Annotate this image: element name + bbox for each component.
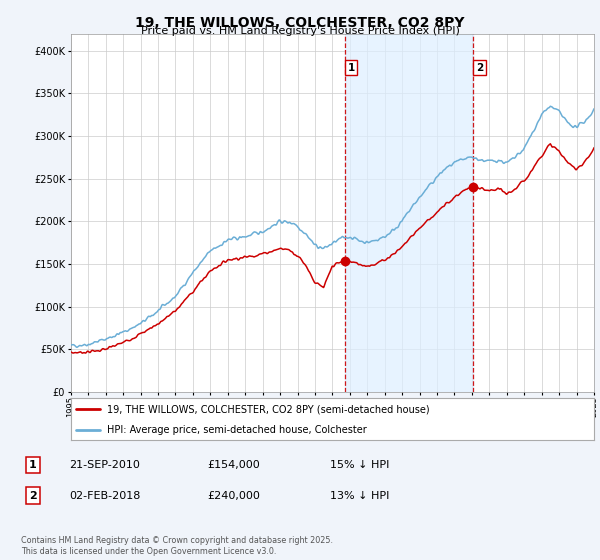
Text: 13% ↓ HPI: 13% ↓ HPI xyxy=(331,491,389,501)
Text: 1: 1 xyxy=(29,460,37,470)
Text: £154,000: £154,000 xyxy=(208,460,260,470)
Text: 21-SEP-2010: 21-SEP-2010 xyxy=(70,460,140,470)
Text: 02-FEB-2018: 02-FEB-2018 xyxy=(70,491,140,501)
Text: HPI: Average price, semi-detached house, Colchester: HPI: Average price, semi-detached house,… xyxy=(107,426,367,435)
Text: 2: 2 xyxy=(476,63,483,73)
Text: £240,000: £240,000 xyxy=(208,491,260,501)
Text: 19, THE WILLOWS, COLCHESTER, CO2 8PY: 19, THE WILLOWS, COLCHESTER, CO2 8PY xyxy=(135,16,465,30)
Text: 19, THE WILLOWS, COLCHESTER, CO2 8PY (semi-detached house): 19, THE WILLOWS, COLCHESTER, CO2 8PY (se… xyxy=(107,404,430,414)
Text: 15% ↓ HPI: 15% ↓ HPI xyxy=(331,460,389,470)
Text: Price paid vs. HM Land Registry's House Price Index (HPI): Price paid vs. HM Land Registry's House … xyxy=(140,26,460,36)
Text: Contains HM Land Registry data © Crown copyright and database right 2025.
This d: Contains HM Land Registry data © Crown c… xyxy=(21,536,333,556)
Bar xyxy=(345,34,473,392)
Text: 1: 1 xyxy=(347,63,355,73)
Text: 2: 2 xyxy=(29,491,37,501)
